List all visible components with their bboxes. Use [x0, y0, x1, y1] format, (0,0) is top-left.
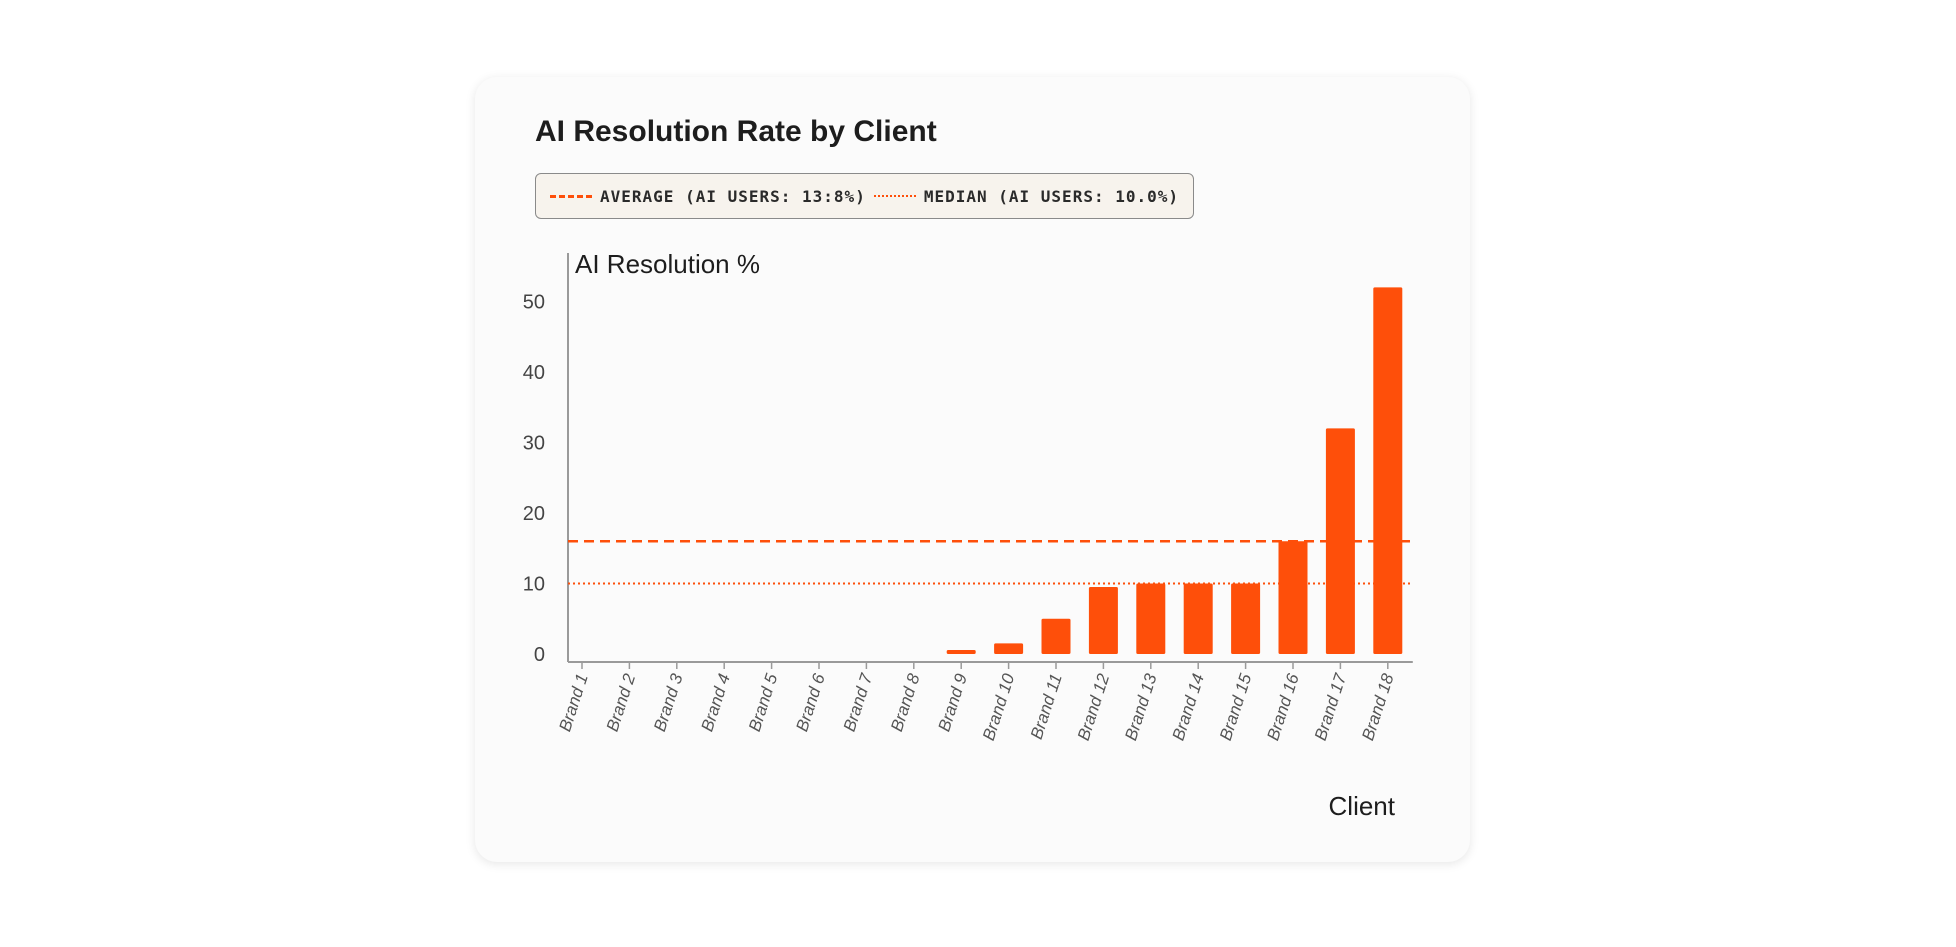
chart-title: AI Resolution Rate by Client: [535, 115, 937, 148]
x-tick-label: Brand 8: [887, 671, 924, 734]
bar: [1373, 287, 1403, 654]
x-tick-label: Brand 11: [1027, 671, 1066, 741]
x-tick-label: Brand 16: [1263, 671, 1303, 743]
y-tick-label: 30: [523, 433, 545, 455]
dotted-line-swatch-icon: [873, 195, 916, 197]
x-tick-label: Brand 1: [555, 671, 591, 734]
chart-legend: AVERAGE (AI USERS: 13:8%) MEDIAN (AI USE…: [535, 173, 1195, 219]
y-tick-label: 10: [523, 574, 545, 596]
legend-average-label: AVERAGE (AI USERS: 13:8%): [600, 186, 866, 206]
bar: [994, 643, 1024, 654]
y-tick-label: 50: [523, 292, 545, 314]
y-tick-label: 40: [523, 362, 545, 384]
x-tick-label: Brand 15: [1216, 671, 1256, 743]
y-axis-title: AI Resolution %: [575, 249, 760, 279]
y-tick-label: 0: [534, 644, 545, 666]
bar: [1278, 541, 1308, 654]
legend-item-average: AVERAGE (AI USERS: 13:8%): [550, 187, 866, 206]
bar: [1088, 587, 1118, 654]
x-tick-label: Brand 7: [840, 671, 877, 734]
x-tick-label: Brand 17: [1311, 671, 1351, 743]
x-tick-label: Brand 6: [792, 671, 829, 734]
chart-card: AI Resolution Rate by Client AVERAGE (AI…: [475, 77, 1470, 862]
x-tick-label: Brand 14: [1169, 671, 1208, 742]
legend-item-median: MEDIAN (AI USERS: 10.0%): [866, 187, 1179, 206]
x-tick-label: Brand 9: [935, 671, 972, 734]
y-tick-label: 20: [523, 503, 545, 525]
x-tick-label: Brand 10: [979, 671, 1019, 743]
x-tick-label: Brand 5: [745, 671, 782, 734]
dashed-line-swatch-icon: [550, 194, 592, 198]
x-tick-label: Brand 12: [1074, 671, 1114, 743]
bar: [1183, 583, 1213, 654]
bar: [1136, 583, 1166, 654]
legend-median-label: MEDIAN (AI USERS: 10.0%): [923, 186, 1180, 206]
bar: [1041, 618, 1071, 654]
bar: [946, 650, 976, 654]
x-tick-label: Brand 13: [1121, 671, 1161, 743]
x-tick-label: Brand 18: [1358, 671, 1398, 743]
x-tick-label: Brand 2: [603, 671, 640, 734]
x-tick-label: Brand 3: [650, 671, 687, 734]
x-axis-title: Client: [1329, 791, 1396, 821]
bar: [1231, 583, 1261, 654]
x-tick-label: Brand 4: [698, 671, 734, 734]
chart-plot: AI Resolution % Client 0 10 20 30 40 50 Brand …: [523, 249, 1413, 821]
